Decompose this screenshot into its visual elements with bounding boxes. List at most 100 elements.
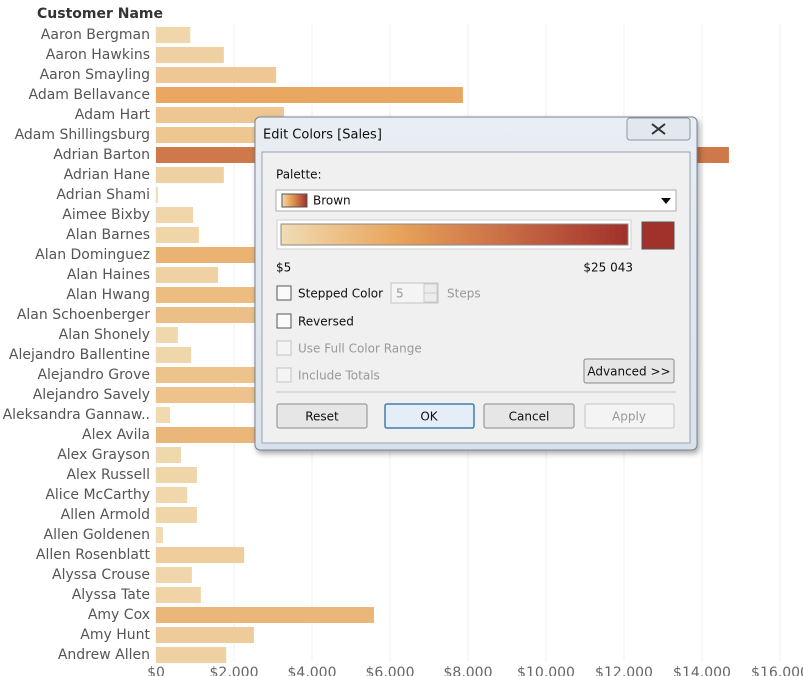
x-tick-label: $4,000 <box>288 665 337 676</box>
y-tick-label: Amy Cox <box>88 607 150 623</box>
dropdown-arrow <box>661 198 671 204</box>
advanced-label: Advanced >> <box>587 365 670 379</box>
checkbox[interactable] <box>276 313 292 329</box>
bar <box>156 447 181 463</box>
y-tick-label: Adam Hart <box>75 107 151 123</box>
bar <box>156 67 277 83</box>
gradient-bar[interactable] <box>280 223 629 246</box>
option-label: Use Full Color Range <box>298 342 422 356</box>
bar <box>156 167 224 183</box>
y-tick-label: Adam Shillingsburg <box>15 127 150 143</box>
y-tick-label: Alex Russell <box>66 467 150 483</box>
x-tick-label: $2,000 <box>210 665 259 676</box>
steps-label: Steps <box>447 287 481 301</box>
y-tick-label: Alyssa Crouse <box>52 567 150 583</box>
palette-swatch <box>281 193 308 208</box>
bar <box>156 587 201 603</box>
bar <box>156 487 188 503</box>
bar <box>156 627 254 643</box>
bar <box>156 567 192 583</box>
advanced-button[interactable] <box>583 358 675 384</box>
bar <box>156 127 284 143</box>
edit-colors-dialog: Edit Colors [Sales] Palette: Brown $5 $2… <box>254 116 698 451</box>
y-tick-label: Alejandro Ballentine <box>9 347 150 363</box>
bar <box>156 527 164 543</box>
checkbox <box>276 340 292 356</box>
y-tick-label: Adrian Shami <box>56 187 150 203</box>
bar <box>156 547 245 563</box>
x-tick-label: $8,000 <box>444 665 493 676</box>
bar <box>156 87 463 103</box>
range-max: $25 043 <box>583 261 633 275</box>
checkbox[interactable] <box>276 285 292 301</box>
palette-dropdown[interactable] <box>275 189 677 212</box>
y-tick-label: Alan Haines <box>67 267 150 283</box>
dialog-title: Edit Colors [Sales] <box>263 128 382 143</box>
y-tick-label: Alejandro Grove <box>37 367 150 383</box>
bar <box>156 27 191 43</box>
bar <box>156 607 375 623</box>
bar <box>156 347 192 363</box>
ok-button[interactable] <box>384 403 475 429</box>
x-tick-label: $14,000 <box>673 665 731 676</box>
y-tick-label: Adam Bellavance <box>28 87 150 103</box>
x-tick-label: $16,000 <box>751 665 803 676</box>
button-label: Reset <box>305 410 339 424</box>
y-tick-label: Aaron Bergman <box>41 27 150 43</box>
range-min: $5 <box>276 261 291 275</box>
bar <box>156 227 199 243</box>
y-tick-label: Aaron Hawkins <box>46 47 150 63</box>
end-color-swatch[interactable] <box>641 221 675 250</box>
y-tick-label: Alan Barnes <box>66 227 150 243</box>
y-tick-label: Alan Dominguez <box>35 247 150 263</box>
bar <box>156 107 284 123</box>
x-tick-label: $6,000 <box>366 665 415 676</box>
cancel-button[interactable] <box>483 403 575 429</box>
close-icon <box>651 123 666 135</box>
bar <box>156 207 194 223</box>
button-label: Apply <box>612 410 646 424</box>
bar <box>156 467 197 483</box>
y-tick-label: Allen Goldenen <box>44 527 150 543</box>
bar <box>156 507 197 523</box>
y-tick-label: Aimee Bixby <box>62 207 150 223</box>
apply-button <box>584 403 675 429</box>
y-tick-label: Alex Grayson <box>57 447 150 463</box>
y-tick-label: Adrian Barton <box>53 147 150 163</box>
x-tick-label: $0 <box>147 665 165 676</box>
option-label: Stepped Color <box>298 287 383 301</box>
bar <box>156 647 227 663</box>
option-label: Include Totals <box>298 369 380 383</box>
y-tick-label: Andrew Allen <box>58 647 150 663</box>
y-tick-label: Aaron Smayling <box>40 67 150 83</box>
y-tick-label: Alan Shonely <box>59 327 150 343</box>
y-tick-label: Alejandro Savely <box>33 387 150 403</box>
y-tick-label: Alan Schoenberger <box>17 307 150 323</box>
y-tick-label: Adrian Hane <box>64 167 150 183</box>
palette-label: Palette: <box>276 168 322 182</box>
y-tick-label: Alice McCarthy <box>45 487 150 503</box>
x-tick-label: $12,000 <box>595 665 653 676</box>
palette-name: Brown <box>313 194 351 208</box>
option-label: Reversed <box>298 315 354 329</box>
reset-button[interactable] <box>276 403 368 429</box>
x-tick-label: $10,000 <box>517 665 575 676</box>
bar <box>156 47 224 63</box>
checkbox <box>276 367 292 383</box>
bar <box>156 187 158 203</box>
bar-chart: Customer Name $0 $2,000 $4,000 $6,000 $8,000… <box>3 6 803 676</box>
spin-down <box>423 292 438 303</box>
button-label: OK <box>420 410 438 424</box>
steps-value: 5 <box>396 287 404 301</box>
y-tick-label: Alyssa Tate <box>72 587 150 603</box>
axis-title: Customer Name <box>37 6 163 22</box>
bar <box>156 407 171 423</box>
y-tick-label: Alan Hwang <box>66 287 150 303</box>
y-tick-label: Aleksandra Gannaw.. <box>3 407 150 423</box>
y-tick-label: Allen Rosenblatt <box>36 547 151 563</box>
y-tick-label: Amy Hunt <box>80 627 150 643</box>
y-tick-label: Alex Avila <box>82 427 150 443</box>
bar <box>156 327 178 343</box>
spin-up <box>423 283 438 294</box>
